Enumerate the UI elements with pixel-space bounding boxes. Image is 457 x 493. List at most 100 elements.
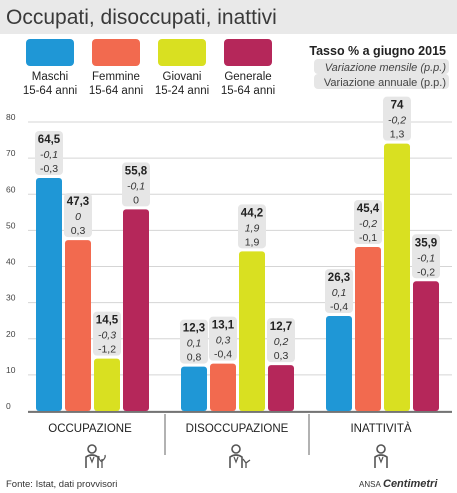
y-tick-label: 70 [6, 148, 16, 158]
value-label: 13,1 [212, 320, 235, 332]
legend: Maschi 15-64 anni Femmine 15-64 anni Giovani… [23, 39, 275, 97]
y-tick-label: 60 [6, 184, 16, 194]
value-label: 35,9 [415, 237, 437, 249]
monthly-variation-value: -0,1 [40, 149, 58, 161]
value-label: 55,8 [125, 165, 148, 177]
monthly-variation-value: 0,1 [187, 338, 202, 350]
bar-maschi-2 [326, 315, 352, 411]
value-label-bg [180, 319, 208, 364]
credit-ansa: ANSA [359, 480, 381, 489]
bar-maschi-1 [181, 366, 207, 411]
value-label-bg [209, 316, 237, 361]
category-axis: OCCUPAZIONE DISOCCUPAZIONE INATTIVITÀ [48, 422, 412, 435]
annual-variation-value: 0,3 [71, 225, 86, 237]
monthly-variation-value: 0,2 [274, 336, 289, 348]
legend-subname: 15-64 anni [89, 85, 143, 97]
legend-name: Femmine [92, 71, 140, 83]
annual-variation-value: 1,3 [390, 129, 405, 141]
legend-swatch-femmine [92, 39, 140, 66]
annual-variation-value: -1,2 [98, 344, 116, 356]
bar-femmine-2 [355, 246, 381, 411]
monthly-variation-value: -0,2 [388, 115, 406, 127]
legend-swatch-giovani [158, 39, 206, 66]
bar-generale-0 [123, 209, 149, 411]
title-band [0, 0, 457, 34]
value-label-bg [267, 318, 295, 363]
legend-swatch-generale [224, 39, 272, 66]
y-tick-label: 10 [6, 365, 16, 375]
monthly-variation-value: 1,9 [245, 222, 260, 234]
category-label: OCCUPAZIONE [48, 423, 132, 435]
value-label: 26,3 [328, 272, 350, 284]
bar-giovani-2 [384, 143, 410, 412]
person-icon [374, 444, 388, 468]
monthly-variation-value: -0,1 [417, 252, 435, 264]
value-label-bg [93, 311, 121, 356]
legend-swatch-maschi [26, 39, 74, 66]
legend-name: Giovani [163, 71, 202, 83]
legend-box-title: Tasso % a giugno 2015 [309, 44, 446, 58]
value-label: 12,7 [270, 321, 292, 333]
value-label-bg [383, 96, 411, 141]
monthly-variation-value: 0,3 [216, 335, 231, 347]
bar-femmine-1 [210, 363, 236, 411]
legend-box: Tasso % a giugno 2015 Variazione mensile… [309, 44, 449, 89]
value-label-bg [122, 162, 150, 207]
bar-generale-1 [268, 365, 294, 411]
chart-title: Occupati, disoccupati, inattivi [6, 6, 277, 29]
category-label: DISOCCUPAZIONE [186, 423, 289, 435]
value-label-bg [354, 199, 382, 244]
value-label-bg [238, 204, 266, 249]
monthly-label-bg [314, 59, 449, 74]
y-tick-label: 80 [6, 112, 16, 122]
worker-with-broken-plant-icon [229, 444, 251, 468]
annual-variation-value: 0 [133, 194, 139, 206]
bar-giovani-0 [94, 358, 120, 411]
annual-variation-value: -0,1 [359, 232, 377, 244]
y-tick-label: 40 [6, 257, 16, 267]
credit-logo: ANSA Centimetri [359, 478, 438, 490]
bar-generale-2 [413, 281, 439, 411]
value-label: 64,5 [38, 134, 61, 146]
credit-brand: Centimetri [383, 478, 438, 490]
annual-variation-value: 0,3 [274, 350, 289, 362]
monthly-variation-value: 0 [75, 211, 81, 223]
y-tick-label: 30 [6, 293, 16, 303]
legend-subname: 15-64 anni [221, 85, 275, 97]
bar-giovani-1 [239, 251, 265, 411]
value-label-bg [35, 130, 63, 175]
monthly-variation-value: -0,3 [98, 330, 116, 342]
value-label-bg [412, 234, 440, 279]
worker-with-plant-icon [85, 444, 106, 468]
legend-name: Maschi [32, 71, 68, 83]
bar-femmine-0 [65, 240, 91, 411]
monthly-variation-value: 0,1 [332, 287, 347, 299]
source-note: Fonte: Istat, dati provvisori [6, 479, 117, 490]
annual-variation-value: -0,4 [214, 349, 232, 361]
value-label-bg [325, 268, 353, 313]
y-tick-label: 50 [6, 220, 16, 230]
bar-maschi-0 [36, 177, 62, 411]
annual-variation-value: -0,4 [330, 301, 348, 313]
monthly-variation-value: -0,1 [127, 180, 145, 192]
value-label-bg [64, 193, 92, 238]
value-label: 45,4 [357, 203, 380, 215]
value-labels: 64,5 -0,1 -0,3 12,3 0,1 0,8 26,3 0,1 -0,4 47,3 0 0,… [35, 96, 440, 364]
value-label: 14,5 [96, 315, 119, 327]
annual-variation-label: Variazione annuale (p.p.) [324, 77, 446, 89]
annual-variation-value: -0,2 [417, 266, 435, 278]
annual-variation-value: 0,8 [187, 352, 202, 364]
annual-label-bg [314, 74, 449, 89]
legend-name: Generale [224, 71, 271, 83]
monthly-variation-label: Variazione mensile (p.p.) [325, 62, 447, 74]
value-label: 44,2 [241, 207, 263, 219]
value-label: 74 [391, 100, 404, 112]
y-tick-label: 20 [6, 329, 16, 339]
legend-subname: 15-24 anni [155, 85, 209, 97]
category-label: INATTIVITÀ [350, 422, 411, 435]
value-label: 47,3 [67, 196, 89, 208]
annual-variation-value: 1,9 [245, 236, 260, 248]
legend-subname: 15-64 anni [23, 85, 77, 97]
bars [36, 143, 439, 412]
